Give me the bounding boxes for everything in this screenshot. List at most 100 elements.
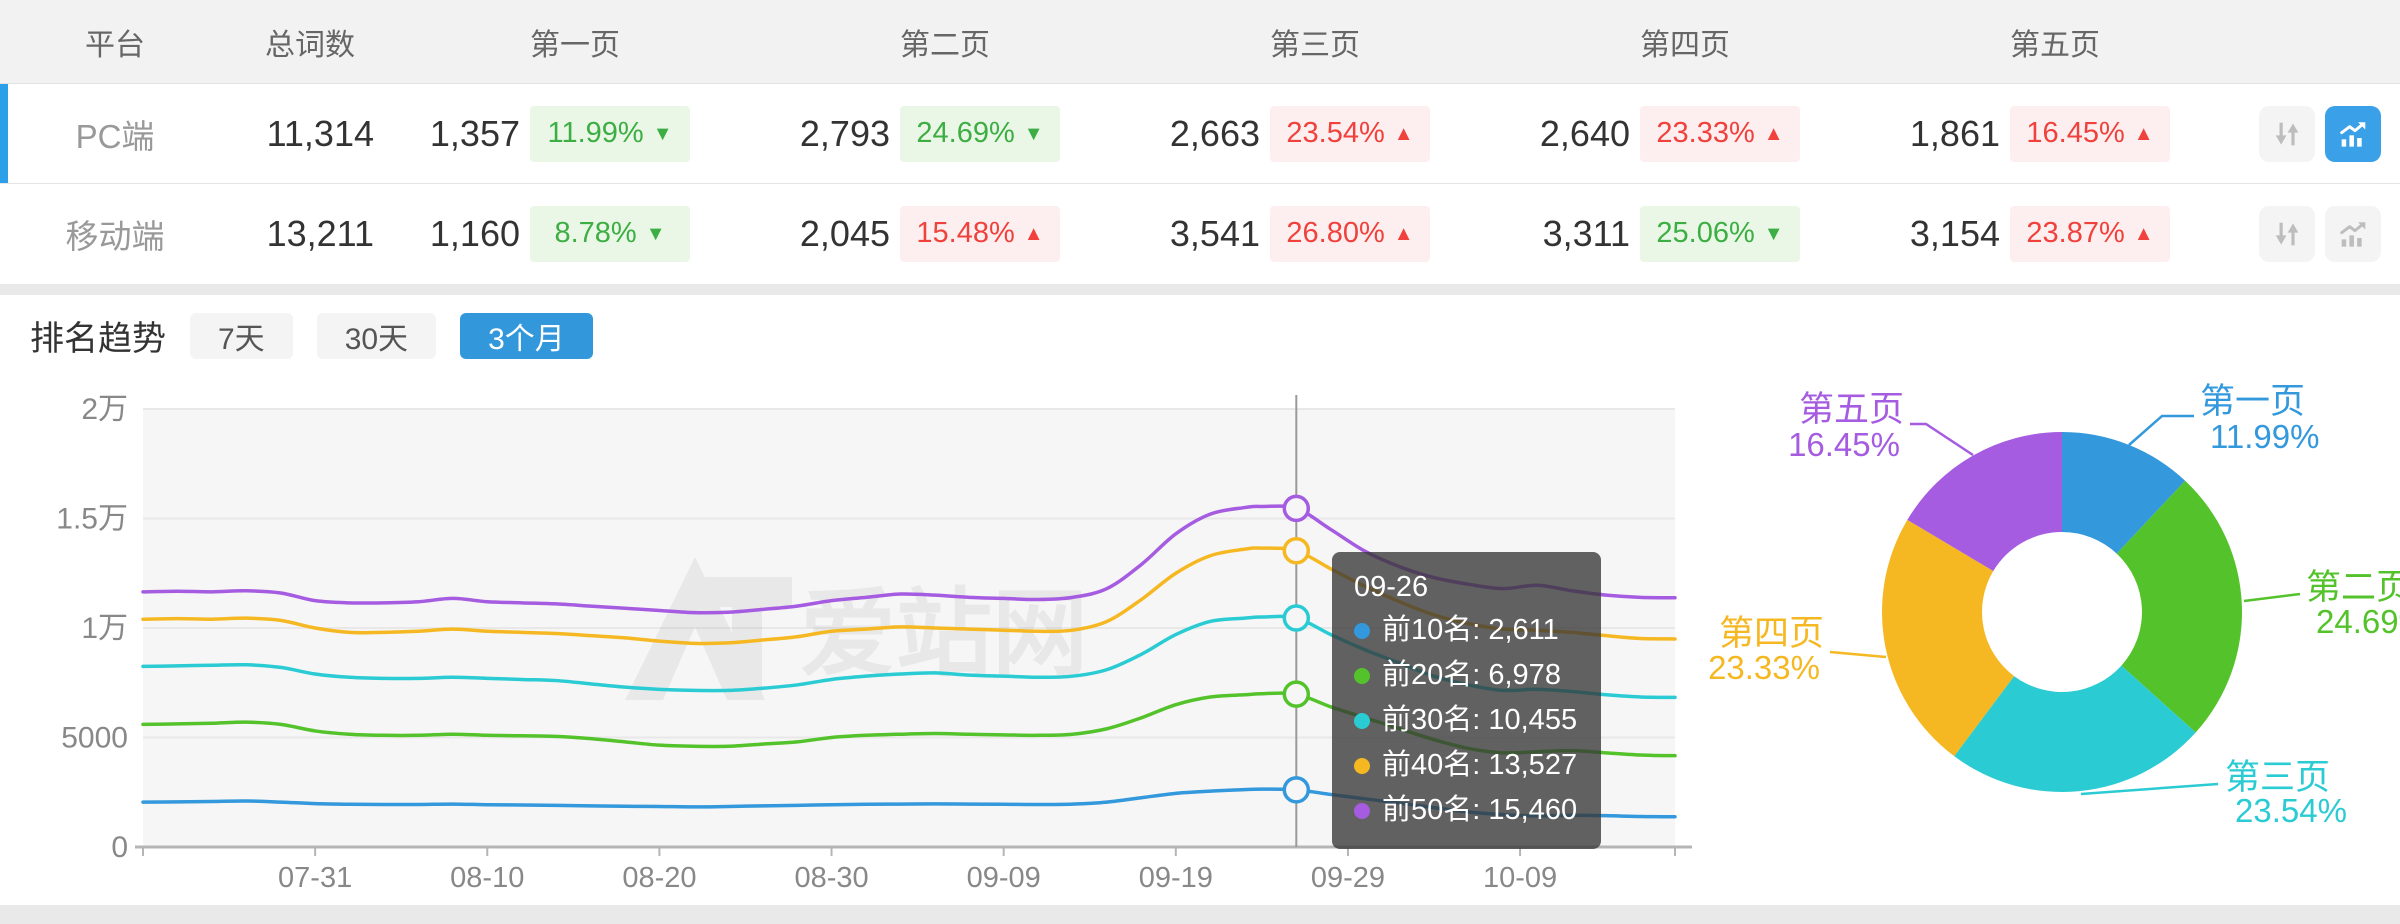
tab-7days[interactable]: 7天 [190,312,293,359]
platform-label: PC端 [75,117,155,155]
svg-text:0: 0 [111,831,128,864]
trend-arrow-icon: ▼ [645,222,666,245]
page3-trend-badge: 26.80% ▲ [1270,205,1430,262]
sort-button[interactable] [2259,105,2315,162]
total-words-value: 13,211 [266,212,374,254]
trend-header: 排名趋势 7天 30天 3个月 [30,311,593,360]
series-dot-icon [1354,757,1370,774]
page4-trend-badge: 25.06% ▼ [1640,205,1800,262]
page1-trend-badge: 8.78% ▼ [530,205,690,262]
rank-summary-table: 平台 总词数 第一页 第二页 第三页 第四页 第五页 PC端 11,314 1,… [0,0,2400,284]
series-dot-icon [1354,622,1370,639]
trend-chart-button[interactable] [2325,205,2381,262]
svg-text:11.99%: 11.99% [2210,418,2319,455]
svg-text:1.5万: 1.5万 [56,503,128,536]
svg-text:10-09: 10-09 [1483,862,1557,894]
svg-text:16.45%: 16.45% [1788,426,1900,463]
donut-slice-第一页 [2062,432,2186,554]
page2-count: 2,793 [799,112,890,154]
trend-title: 排名趋势 [30,320,166,358]
page1-count: 1,357 [429,112,520,154]
donut-slice-第三页 [1954,665,2196,792]
tooltip-item: 前30名: 10,455 [1354,698,1577,743]
donut-slice-第四页 [1882,519,2015,757]
page5-count: 1,861 [1909,112,2000,154]
table-header-row: 平台 总词数 第一页 第二页 第三页 第四页 第五页 [0,0,2400,84]
svg-text:07-31: 07-31 [278,862,352,894]
page3-count: 3,541 [1169,212,1260,254]
page2-trend-badge: 15.48% ▲ [900,205,1060,262]
svg-text:5000: 5000 [61,722,128,755]
total-words-value: 11,314 [266,112,374,154]
trend-chart-button[interactable] [2325,105,2381,162]
panel-divider [0,284,2400,295]
platform-label: 移动端 [65,217,165,255]
svg-text:2万: 2万 [81,393,128,426]
page4-count: 3,311 [1542,212,1630,254]
tooltip-item: 前50名: 15,460 [1354,788,1577,833]
series-dot-icon [1354,667,1370,684]
trend-arrow-icon: ▼ [1023,122,1044,145]
svg-text:09-09: 09-09 [967,862,1041,894]
tooltip-item: 前10名: 2,611 [1354,608,1577,653]
tooltip-item: 前20名: 6,978 [1354,653,1577,698]
page3-count: 2,663 [1169,112,1260,154]
column-header-page4: 第四页 [1640,28,1730,62]
svg-text:09-19: 09-19 [1139,862,1213,894]
tooltip-item: 前40名: 13,527 [1354,743,1577,788]
page2-trend-badge: 24.69% ▼ [900,105,1060,162]
page5-trend-badge: 23.87% ▲ [2010,205,2170,262]
svg-text:第四页: 第四页 [1719,614,1824,653]
svg-text:08-30: 08-30 [794,862,868,894]
trend-arrow-icon: ▲ [2133,222,2154,245]
table-row-mobile[interactable]: 移动端 13,211 1,160 8.78% ▼ 2,045 15.48% ▲ 3,… [0,183,2400,283]
page4-count: 2,640 [1539,112,1630,154]
tooltip-date: 09-26 [1354,571,1429,603]
svg-text:1万: 1万 [81,612,128,645]
svg-text:24.69%: 24.69% [2316,603,2400,640]
trend-arrow-icon: ▼ [1763,222,1784,245]
donut-slice-第二页 [2116,480,2242,733]
sort-arrows-icon [2275,222,2299,245]
svg-text:23.54%: 23.54% [2235,792,2347,829]
sort-button[interactable] [2259,205,2315,262]
trend-chart-icon [2340,121,2366,147]
page2-count: 2,045 [799,212,890,254]
column-header-platform: 平台 [85,28,145,62]
svg-text:第二页: 第二页 [2306,568,2400,607]
page5-count: 3,154 [1909,212,2000,254]
sort-arrows-icon [2275,122,2299,145]
trend-arrow-icon: ▲ [1023,222,1044,245]
table-row-pc[interactable]: PC端 11,314 1,357 11.99% ▼ 2,793 24.69% ▼ 2… [0,84,2400,183]
chart-tooltip: 09-26 前10名: 2,611 前20名: 6,978 前30名: 10,4… [1332,552,1602,849]
page5-trend-badge: 16.45% ▲ [2010,105,2170,162]
footer-strip [0,905,2400,924]
page4-trend-badge: 23.33% ▲ [1640,105,1800,162]
column-header-total: 总词数 [265,28,355,62]
column-header-page5: 第五页 [2010,28,2100,62]
trend-arrow-icon: ▲ [1393,222,1414,245]
donut-slice-第五页 [1907,432,2062,572]
page3-trend-badge: 23.54% ▲ [1270,105,1430,162]
page1-trend-badge: 11.99% ▼ [530,105,690,162]
trend-arrow-icon: ▲ [1393,122,1414,145]
trend-arrow-icon: ▲ [1763,122,1784,145]
column-header-page1: 第一页 [530,28,620,62]
column-header-page3: 第三页 [1270,28,1360,62]
trend-arrow-icon: ▲ [2133,122,2154,145]
svg-text:第三页: 第三页 [2225,758,2330,797]
page1-count: 1,160 [429,212,520,254]
svg-text:第五页: 第五页 [1799,390,1904,429]
svg-text:09-29: 09-29 [1311,862,1385,894]
column-header-page2: 第二页 [900,28,990,62]
tab-3months[interactable]: 3个月 [460,312,593,359]
svg-text:08-10: 08-10 [450,862,524,894]
trend-chart-icon [2340,221,2366,247]
series-dot-icon [1354,802,1370,819]
tab-30days[interactable]: 30天 [316,312,437,359]
svg-text:08-20: 08-20 [622,862,696,894]
trend-arrow-icon: ▼ [652,122,673,145]
rank-trend-panel: 排名趋势 7天 30天 3个月 0 5000 1万 1.5万 2万 爱站网 07-31 08-… [0,295,2400,905]
